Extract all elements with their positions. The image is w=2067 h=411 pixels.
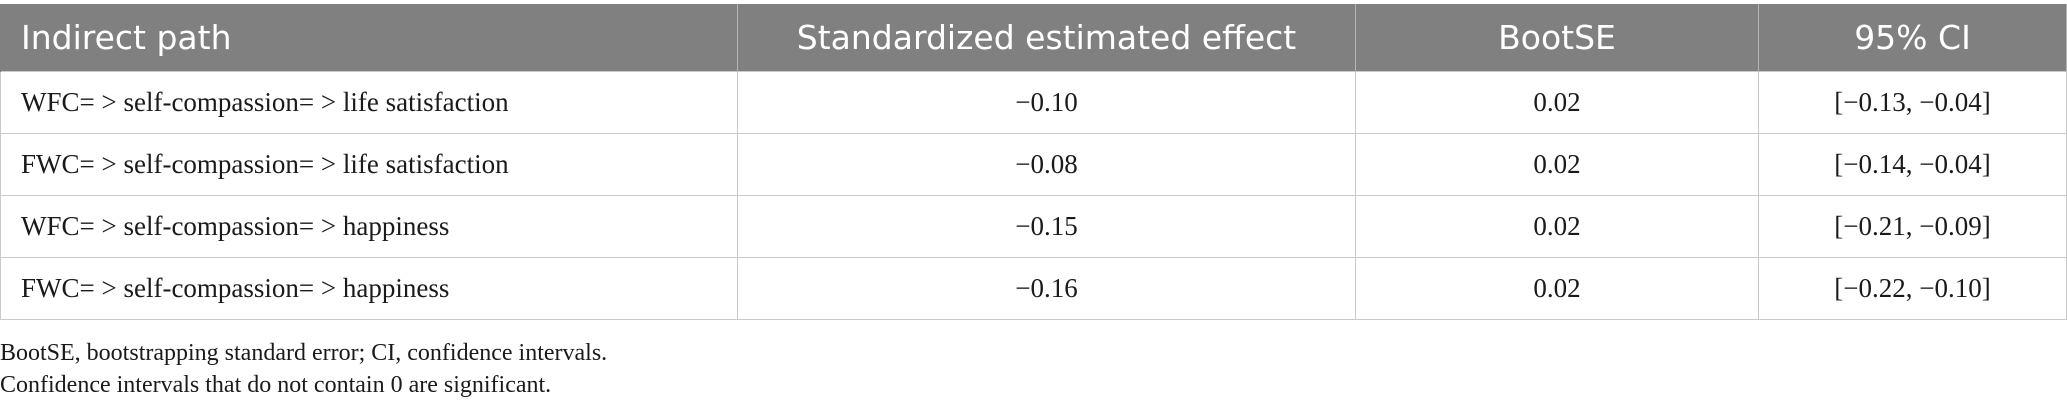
cell-standardized-effect: −0.16 xyxy=(737,257,1356,320)
cell-indirect-path: WFC= > self-compassion= > happiness xyxy=(0,195,738,258)
cell-indirect-path: WFC= > self-compassion= > life satisfact… xyxy=(0,71,738,134)
header-ci: 95% CI xyxy=(1758,4,2067,72)
cell-ci: [−0.13, −0.04] xyxy=(1758,71,2067,134)
cell-bootse: 0.02 xyxy=(1355,257,1759,320)
cell-ci: [−0.14, −0.04] xyxy=(1758,133,2067,196)
table-row: FWC= > self-compassion= > happiness −0.1… xyxy=(0,257,2067,320)
header-indirect-path: Indirect path xyxy=(0,4,738,72)
cell-standardized-effect: −0.10 xyxy=(737,71,1356,134)
indirect-effects-table: Indirect path Standardized estimated eff… xyxy=(0,4,2067,320)
cell-standardized-effect: −0.08 xyxy=(737,133,1356,196)
table-row: WFC= > self-compassion= > happiness −0.1… xyxy=(0,195,2067,258)
cell-ci: [−0.22, −0.10] xyxy=(1758,257,2067,320)
table-footnotes: BootSE, bootstrapping standard error; CI… xyxy=(0,337,607,401)
results-table-container: Indirect path Standardized estimated eff… xyxy=(0,4,2067,320)
header-bootse: BootSE xyxy=(1355,4,1759,72)
cell-standardized-effect: −0.15 xyxy=(737,195,1356,258)
cell-bootse: 0.02 xyxy=(1355,133,1759,196)
footnote-significance: Confidence intervals that do not contain… xyxy=(0,372,552,398)
footnote-abbreviations: BootSE, bootstrapping standard error; CI… xyxy=(0,340,608,366)
cell-bootse: 0.02 xyxy=(1355,195,1759,258)
header-standardized-effect: Standardized estimated effect xyxy=(737,4,1356,72)
cell-indirect-path: FWC= > self-compassion= > life satisfact… xyxy=(0,133,738,196)
table-row: WFC= > self-compassion= > life satisfact… xyxy=(0,71,2067,134)
table-header-row: Indirect path Standardized estimated eff… xyxy=(0,4,2067,72)
cell-indirect-path: FWC= > self-compassion= > happiness xyxy=(0,257,738,320)
table-row: FWC= > self-compassion= > life satisfact… xyxy=(0,133,2067,196)
cell-bootse: 0.02 xyxy=(1355,71,1759,134)
cell-ci: [−0.21, −0.09] xyxy=(1758,195,2067,258)
